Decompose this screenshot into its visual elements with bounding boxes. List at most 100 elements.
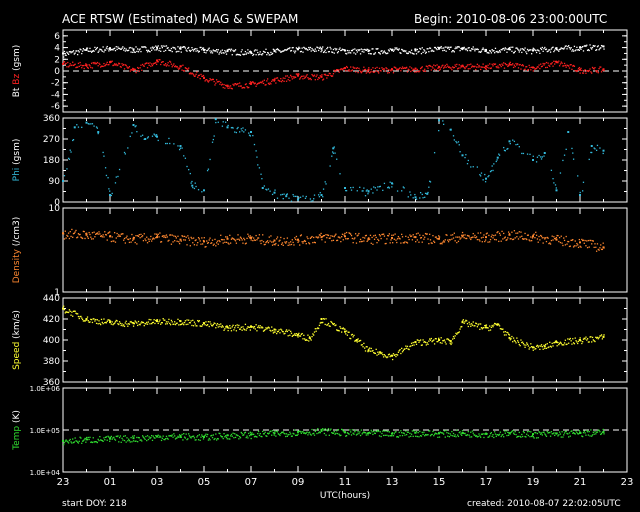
data-dot [277,433,279,435]
data-dot [206,49,209,52]
data-dot [223,83,225,86]
data-dot [461,48,464,51]
data-dot [493,234,495,237]
data-dot [131,233,133,236]
data-dot [294,429,296,431]
data-dot [174,435,176,437]
data-dot [509,48,511,51]
data-dot [591,151,593,154]
data-dot [554,49,556,51]
data-dot [336,239,338,242]
data-dot [183,155,185,157]
data-dot [282,431,284,433]
data-dot [65,62,67,65]
data-dot [564,45,567,47]
data-dot [403,49,405,52]
data-dot [456,236,459,238]
data-dot [482,47,484,49]
data-dot [421,47,423,49]
data-dot [134,440,136,442]
data-dot [460,326,462,328]
data-dot [171,66,173,68]
data-dot [238,324,240,327]
data-dot [94,46,96,49]
data-dot [122,46,124,48]
data-dot [555,48,557,50]
data-dot [178,148,181,151]
data-dot [276,236,279,238]
data-point [485,326,487,329]
data-dot [568,338,571,341]
data-dot [95,441,98,443]
data-dot [219,83,221,85]
data-dot [506,64,508,66]
data-dot [447,338,450,341]
data-dot [482,433,484,435]
data-dot [186,68,188,70]
data-dot [566,243,568,245]
data-dot [91,67,94,69]
data-dot [489,170,492,173]
data-dot [540,47,542,49]
data-dot [457,435,460,438]
series-phi [62,118,605,202]
data-dot [376,354,378,356]
data-dot [348,50,350,52]
data-dot [351,237,353,240]
data-dot [204,246,206,248]
data-dot [294,195,297,198]
data-dot [130,241,132,243]
data-dot [135,125,137,127]
data-dot [192,237,195,239]
data-dot [111,60,113,62]
data-dot [364,350,367,352]
data-dot [224,49,226,52]
data-dot [456,434,459,436]
data-dot [410,342,413,344]
data-dot [147,49,150,52]
data-dot [455,46,457,48]
data-dot [270,330,272,332]
data-point [532,159,534,161]
data-dot [102,151,104,154]
data-dot [491,63,493,65]
data-dot [471,48,474,50]
data-dot [303,338,306,340]
data-dot [484,240,486,243]
data-dot [137,51,140,53]
data-dot [328,434,330,436]
data-dot [116,435,118,438]
data-dot [319,322,321,324]
data-dot [571,343,573,345]
data-dot [164,236,167,239]
data-dot [521,341,523,344]
data-dot [496,324,498,326]
data-dot [151,49,153,51]
data-dot [377,47,379,50]
data-dot [535,234,538,236]
data-dot [315,330,317,332]
data-dot [581,238,583,241]
data-dot [130,51,132,53]
data-dot [104,439,106,441]
data-dot [74,231,76,233]
data-dot [493,63,496,66]
data-dot [405,52,408,54]
data-dot [480,172,483,174]
data-dot [81,317,83,319]
data-dot [274,189,276,191]
data-dot [299,431,302,433]
data-dot [265,327,267,329]
data-dot [271,244,274,246]
data-dot [206,324,208,327]
data-dot [577,68,580,70]
data-dot [184,67,187,69]
data-point [461,431,464,434]
data-dot [467,430,469,433]
data-dot [182,322,184,324]
data-dot [401,351,404,353]
data-dot [327,430,329,432]
data-dot [201,48,203,51]
data-dot [164,142,167,145]
data-dot [155,45,157,47]
